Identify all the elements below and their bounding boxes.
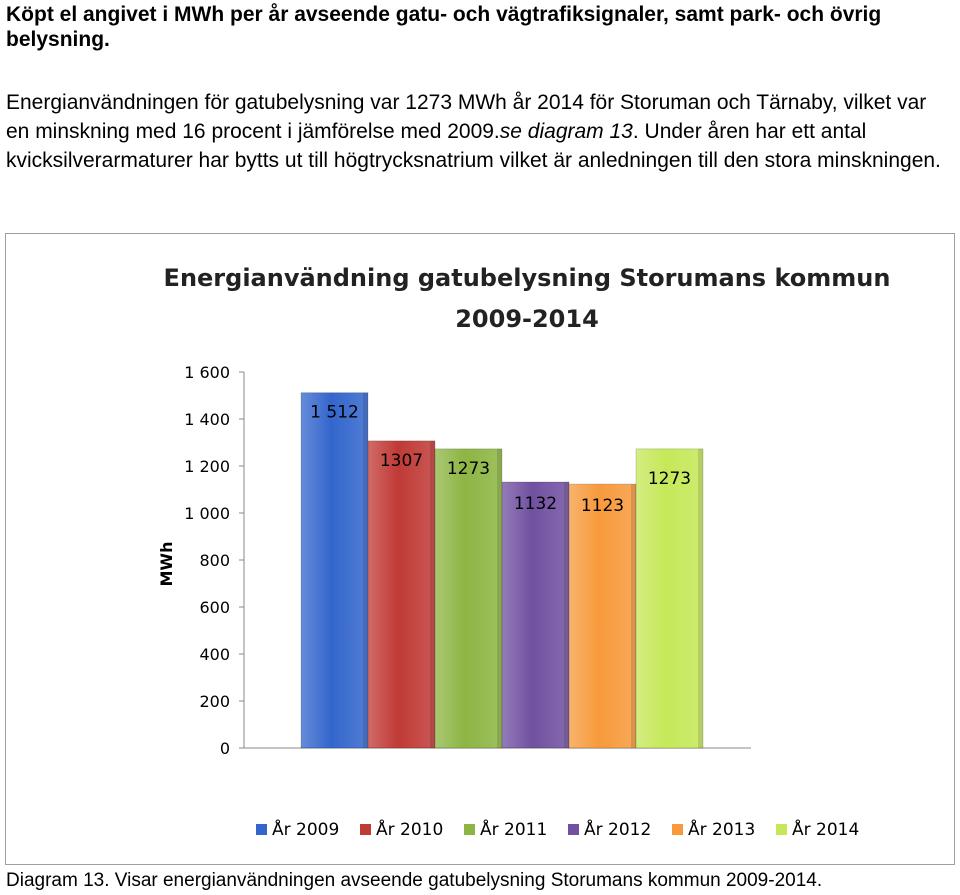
bar-år-2012 (501, 481, 570, 749)
paragraph-text-continued: . Under åren har ett antal kvicksilverar… (6, 120, 941, 172)
y-tick-label: 1 000 (184, 504, 230, 523)
legend-label: År 2012 (584, 818, 651, 840)
y-tick-label: 200 (199, 692, 230, 711)
bar-år-2011 (434, 448, 503, 749)
figure-caption: Diagram 13. Visar energianvändningen avs… (6, 870, 823, 891)
chart-title-line2: 2009-2014 (455, 305, 599, 333)
y-tick-label: 400 (199, 645, 230, 664)
y-tick-label: 1 400 (184, 410, 230, 429)
bar-år-2014 (635, 448, 704, 749)
legend-label: År 2014 (792, 818, 859, 840)
bar-data-label: 1123 (581, 496, 624, 516)
bar-shade (363, 392, 368, 748)
bar-shade (698, 448, 703, 748)
legend-label: År 2013 (688, 818, 755, 840)
bar-år-2013 (568, 483, 637, 749)
y-tick-label: 800 (199, 551, 230, 570)
y-tick-label: 1 200 (184, 457, 230, 476)
legend-swatch (568, 824, 579, 835)
bar-data-label: 1307 (380, 451, 423, 471)
y-axis: 0 200 400 600 800 1 000 1 200 1 400 1 600 (184, 363, 751, 758)
legend-swatch (360, 824, 371, 835)
diagram-reference: se diagram 13 (499, 120, 633, 143)
y-tick-label: 0 (220, 739, 230, 758)
chart-frame: Energianvändning gatubelysning Storumans… (5, 233, 955, 865)
y-axis-label: MWh (157, 542, 176, 587)
bar-shade (631, 484, 636, 748)
bar-data-label: 1273 (648, 469, 691, 489)
paragraph-text: Energianvändningen för gatubelysning var… (6, 91, 927, 143)
legend-label: År 2011 (480, 818, 547, 840)
bar-data-label: 1132 (514, 494, 557, 514)
section-heading: Köpt el angivet i MWh per år avseende ga… (6, 3, 882, 51)
body-paragraph: Energianvändningen för gatubelysning var… (6, 88, 951, 175)
bar-shade (497, 448, 502, 748)
bar-år-2009 (300, 392, 369, 749)
bar-data-label: 1273 (447, 459, 490, 479)
chart-title-line1: Energianvändning gatubelysning Storumans… (164, 264, 891, 292)
bar-data-label: 1 512 (310, 403, 359, 423)
legend: År 2009 År 2010 År 2011 År 2012 År 2013 År 20… (256, 818, 859, 840)
legend-swatch (776, 824, 787, 835)
legend-swatch (672, 824, 683, 835)
bar-år-2010 (367, 440, 436, 749)
bars: 1 512 1307 1273 1132 1123 1273 (300, 392, 704, 749)
legend-label: År 2010 (376, 818, 443, 840)
legend-label: År 2009 (272, 818, 339, 840)
y-tick-label: 1 600 (184, 363, 230, 382)
legend-swatch (464, 824, 475, 835)
bar-shade (564, 481, 569, 748)
bar-shade (430, 440, 435, 748)
y-tick-label: 600 (199, 598, 230, 617)
bar-chart: Energianvändning gatubelysning Storumans… (157, 264, 891, 840)
legend-swatch (256, 824, 267, 835)
